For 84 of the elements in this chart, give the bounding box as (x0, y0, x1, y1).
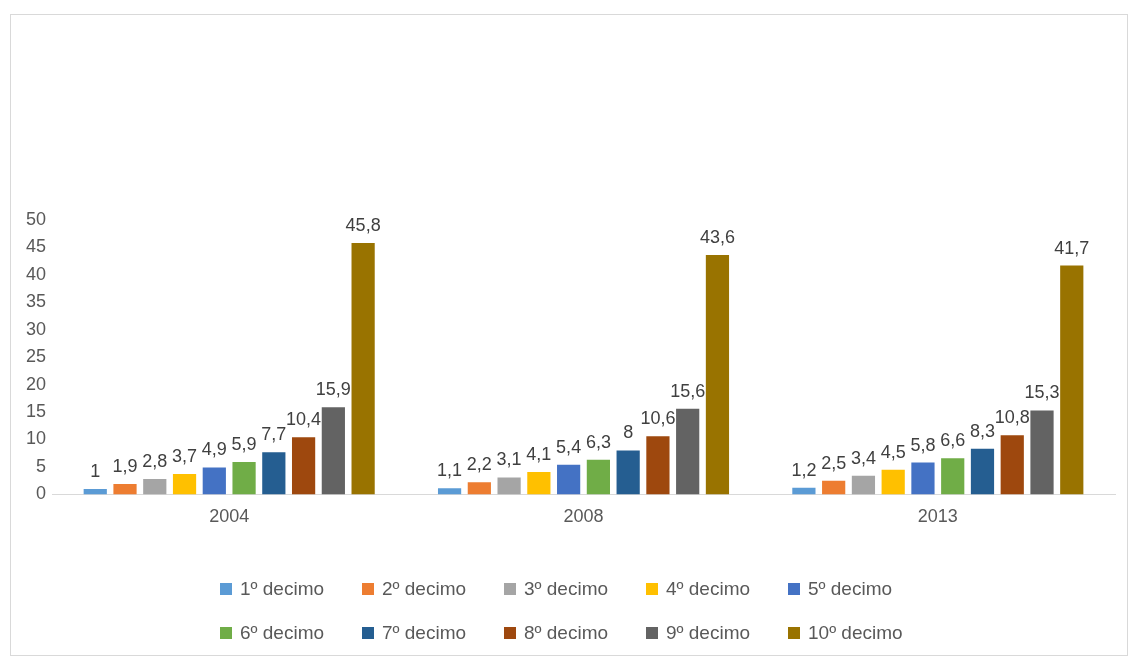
data-label: 10,6 (640, 408, 676, 429)
bar (497, 477, 521, 495)
bar (113, 483, 137, 495)
bar (646, 436, 670, 495)
data-label: 15,6 (670, 380, 706, 401)
data-label: 3,4 (850, 447, 876, 468)
bar (1060, 265, 1084, 495)
bar (941, 458, 965, 495)
data-label: 2,5 (821, 452, 847, 473)
legend-label: 7º decimo (382, 622, 467, 644)
bar (437, 488, 462, 495)
bar (351, 243, 375, 495)
data-label: 6,6 (940, 430, 966, 451)
legend-label: 1º decimo (240, 578, 325, 600)
legend-label: 8º decimo (524, 622, 609, 644)
x-tick-label: 2008 (563, 506, 604, 527)
bar (822, 480, 846, 495)
data-label: 15,3 (1024, 382, 1060, 403)
data-label: 4,1 (526, 443, 552, 464)
legend-label: 2º decimo (382, 578, 467, 600)
data-label: 4,9 (201, 439, 227, 460)
x-tick-label: 2013 (917, 506, 958, 527)
bar (143, 479, 167, 495)
bar (911, 462, 935, 495)
bar (172, 474, 197, 495)
legend-label: 4º decimo (666, 578, 751, 600)
data-label: 1 (90, 460, 101, 481)
bar (202, 467, 226, 495)
legend-label: 3º decimo (524, 578, 609, 600)
bar (676, 408, 700, 495)
y-tick-label: 50 (25, 208, 47, 229)
data-label: 41,7 (1054, 237, 1090, 258)
data-label: 8 (623, 422, 634, 443)
y-tick-label: 25 (25, 346, 47, 367)
data-label: 8,3 (969, 420, 995, 441)
bar (467, 482, 491, 495)
legend-label: 9º decimo (666, 622, 751, 644)
data-label: 15,9 (315, 379, 351, 400)
y-tick-label: 45 (25, 236, 47, 257)
bar (586, 459, 610, 495)
y-tick-label: 20 (25, 373, 47, 394)
data-label: 1,9 (112, 455, 138, 476)
bar (232, 462, 256, 495)
data-label: 3,1 (496, 449, 522, 470)
bar (321, 407, 345, 495)
bar (262, 452, 286, 495)
y-tick-label: 0 (36, 483, 47, 504)
legend-label: 5º decimo (808, 578, 893, 600)
data-label: 5,8 (910, 434, 936, 455)
bar (851, 475, 876, 495)
data-label: 7,7 (261, 424, 287, 445)
bar (970, 448, 995, 495)
y-tick-label: 40 (25, 263, 47, 284)
data-label: 10,8 (994, 407, 1030, 428)
bar (881, 469, 905, 495)
bar (291, 437, 316, 495)
data-label: 43,6 (699, 227, 735, 248)
data-label: 10,4 (286, 409, 322, 430)
legend-label: 6º decimo (240, 622, 325, 644)
y-tick-label: 15 (25, 401, 47, 422)
data-label: 1,2 (791, 459, 817, 480)
y-tick-label: 10 (25, 428, 47, 449)
bar (83, 488, 107, 495)
bar (1030, 410, 1054, 495)
y-tick-label: 30 (25, 318, 47, 339)
data-label: 2,2 (466, 454, 492, 475)
legend-label: 10º decimo (808, 622, 903, 644)
y-tick-label: 35 (25, 291, 47, 312)
data-label: 1,1 (437, 460, 463, 481)
data-label: 5,4 (556, 436, 582, 457)
bar (557, 464, 581, 495)
x-tick-label: 2004 (209, 506, 250, 527)
data-label: 2,8 (142, 451, 168, 471)
data-label: 3,7 (172, 446, 198, 467)
bar (616, 450, 640, 495)
data-label: 5,9 (231, 433, 257, 454)
y-tick-label: 5 (36, 455, 47, 476)
data-label: 4,5 (880, 441, 906, 462)
bar (705, 255, 730, 495)
data-label: 6,3 (585, 431, 611, 452)
bar (1000, 435, 1024, 495)
data-label: 45,8 (345, 215, 381, 236)
bar (792, 487, 816, 495)
bar (527, 471, 551, 495)
